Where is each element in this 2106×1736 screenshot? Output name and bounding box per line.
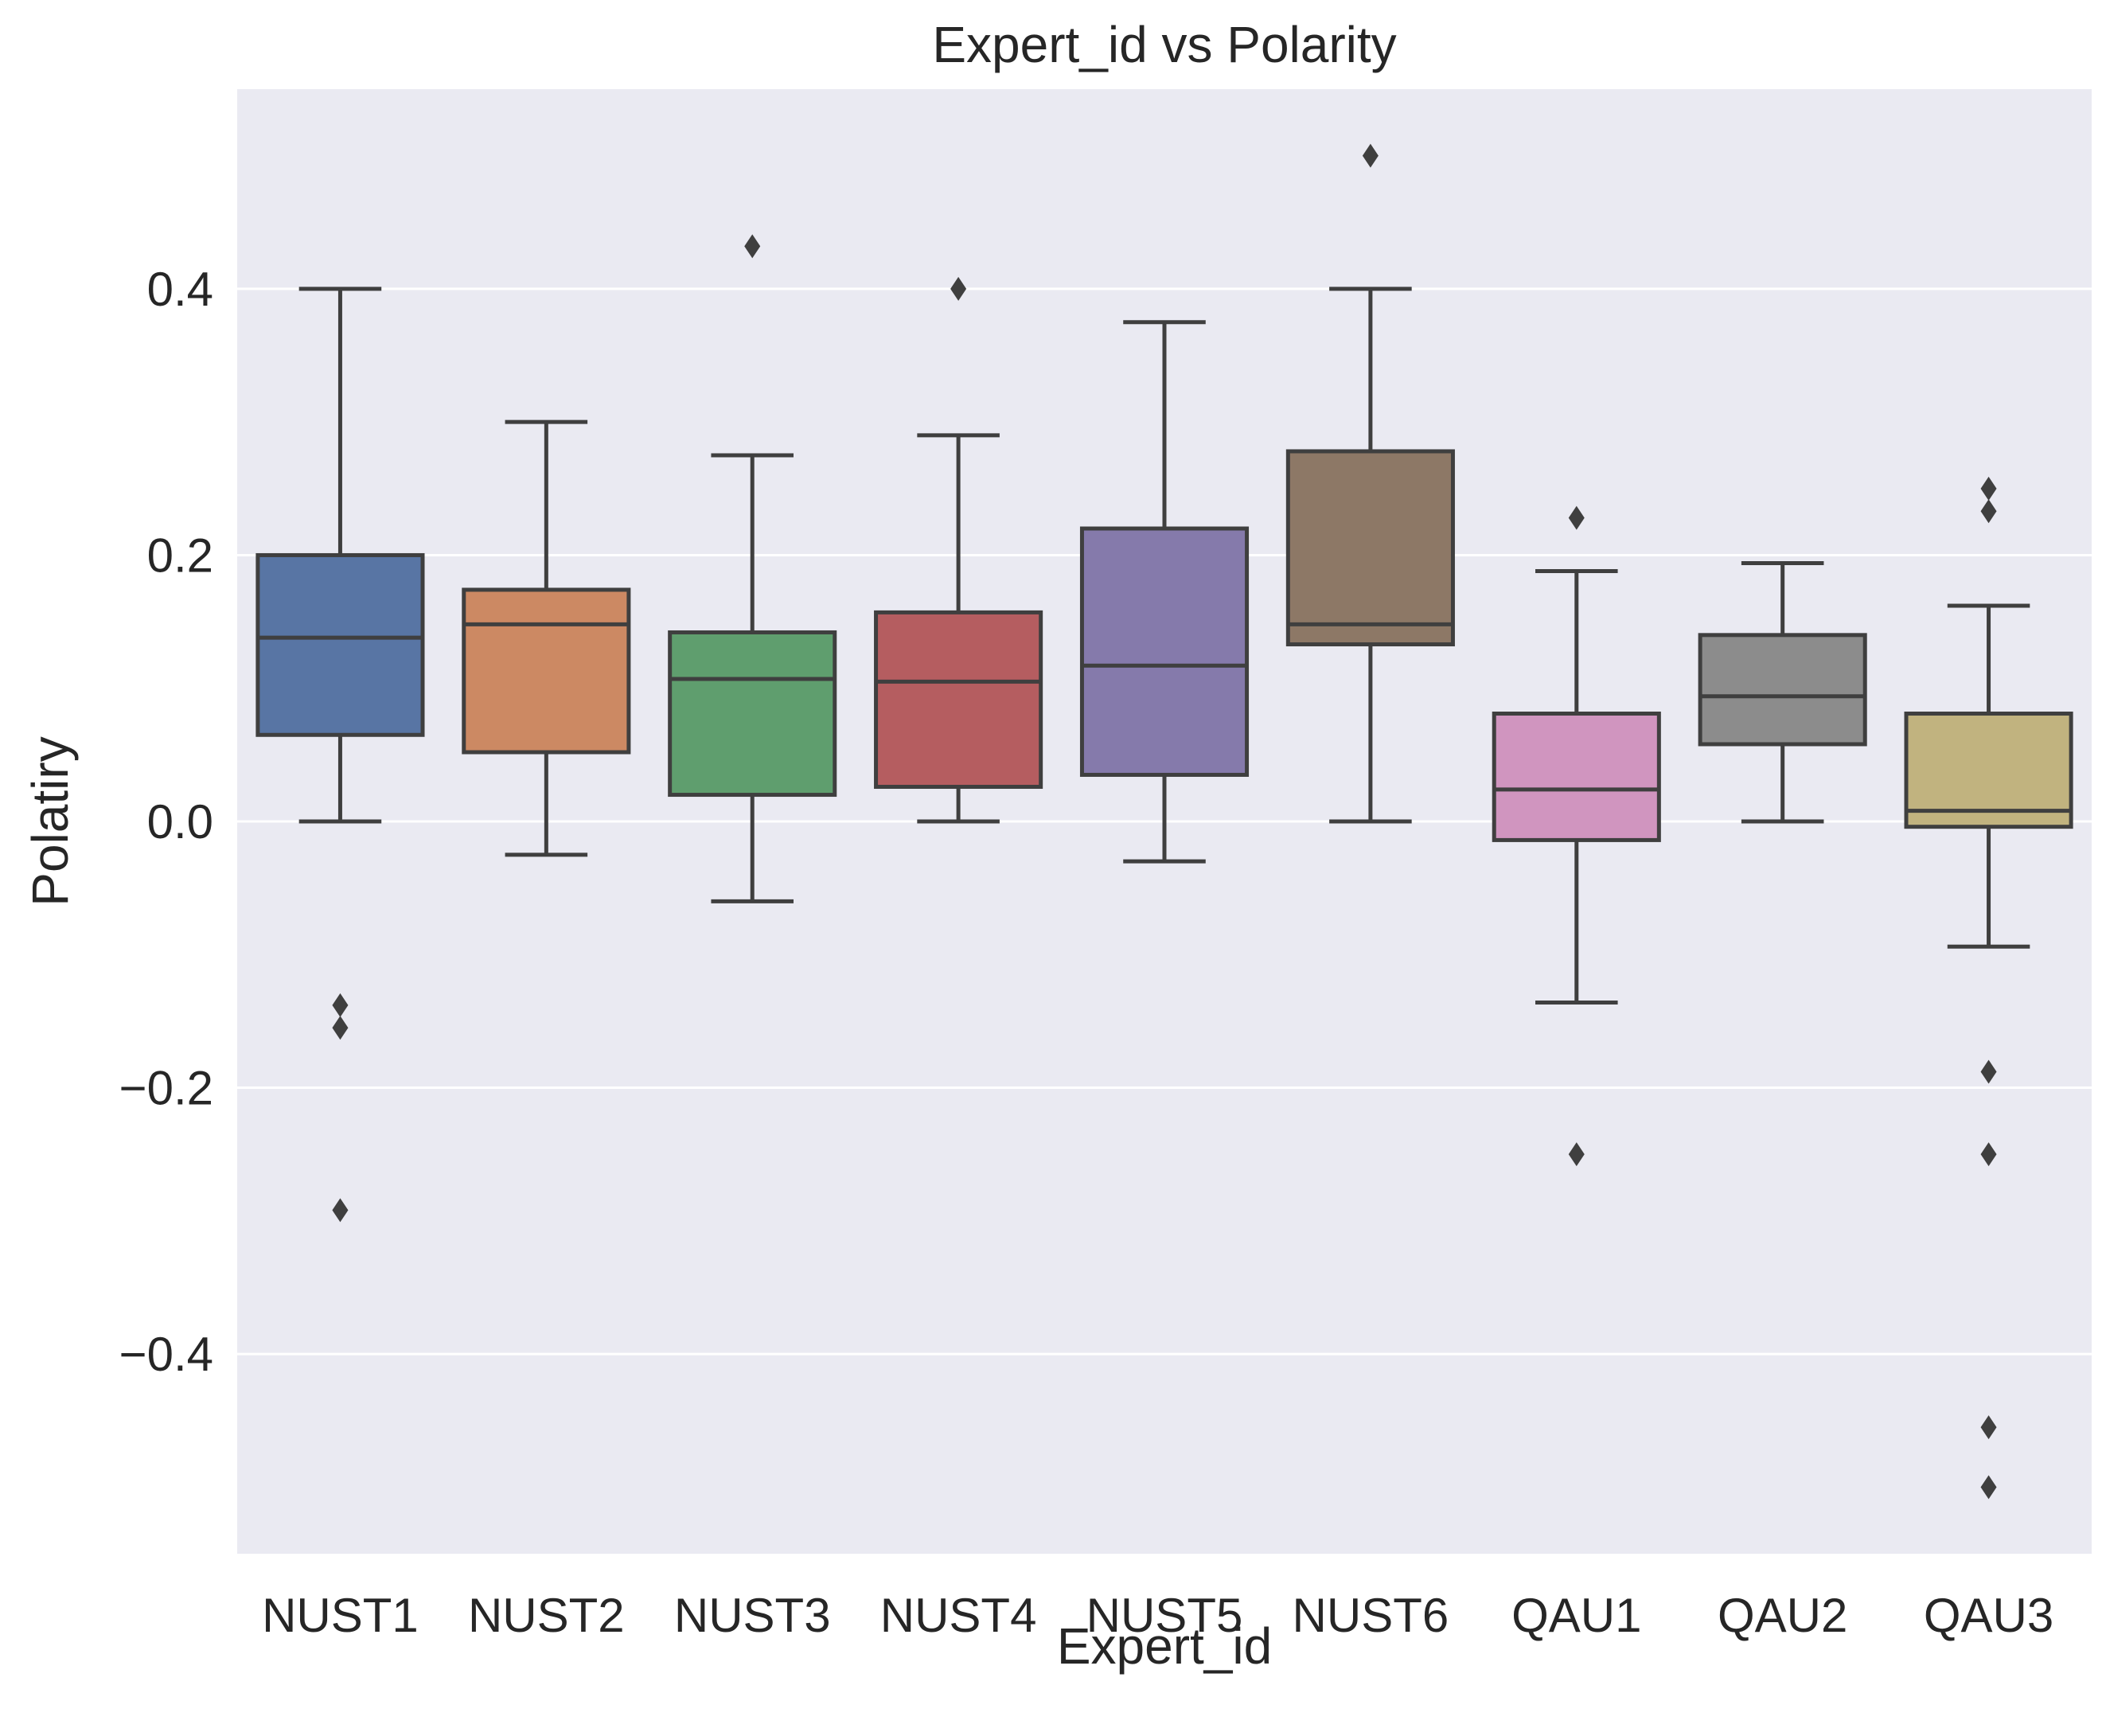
box-group	[1079, 320, 1250, 864]
x-tick-label: QAU3	[1924, 1589, 2053, 1642]
x-tick-label: QAU1	[1511, 1589, 1641, 1642]
x-tick-label: NUST6	[1293, 1589, 1449, 1642]
outlier-point	[1980, 1415, 1997, 1440]
box-iqr	[255, 552, 425, 737]
box-iqr	[1285, 449, 1455, 647]
box-group	[874, 276, 1043, 824]
y-tick-label: 0.0	[147, 795, 213, 848]
x-tick-label: NUST5	[1086, 1589, 1243, 1642]
box-group	[462, 419, 631, 857]
outlier-point	[332, 1016, 349, 1040]
y-tick-label: 0.4	[147, 263, 213, 316]
outlier-point	[332, 993, 349, 1017]
x-tick-label: QAU2	[1718, 1589, 1847, 1642]
outlier-point	[1980, 1059, 1997, 1084]
box-group	[1698, 560, 1867, 824]
box-group	[1904, 476, 2073, 1500]
x-tick-labels: NUST1 NUST2 NUST3 NUST4 NUST5 NUST6 QAU1 QAU2 QA…	[262, 1589, 2053, 1642]
y-tick-label: 0.2	[147, 529, 213, 582]
box-iqr	[1079, 526, 1250, 777]
box-iqr	[1698, 633, 1867, 747]
outlier-point	[1980, 1142, 1997, 1167]
box-group	[1285, 143, 1455, 824]
box-group	[255, 287, 425, 1223]
box-iqr	[1904, 712, 2073, 829]
x-tick-label: NUST3	[674, 1589, 831, 1642]
outlier-point	[1980, 476, 1997, 501]
outlier-point	[332, 1198, 349, 1223]
outlier-point	[1568, 1142, 1585, 1167]
box-iqr	[1492, 712, 1661, 842]
y-tick-label: −0.2	[119, 1062, 213, 1115]
outlier-point	[744, 234, 761, 259]
x-tick-label: NUST4	[880, 1589, 1037, 1642]
y-tick-labels: −0.4 −0.2 0.0 0.2 0.4	[119, 263, 213, 1381]
outlier-point	[1980, 499, 1997, 524]
outlier-point	[950, 276, 967, 301]
x-tick-label: NUST1	[262, 1589, 419, 1642]
y-tick-label: −0.4	[119, 1328, 213, 1381]
outlier-point	[1568, 505, 1585, 530]
box-series	[255, 143, 2073, 1500]
box-iqr	[668, 630, 837, 798]
x-tick-label: NUST2	[468, 1589, 625, 1642]
y-axis-label: Polatiry	[21, 736, 79, 906]
chart-title: Expert_id vs Polarity	[932, 16, 1396, 73]
box-group	[1492, 505, 1661, 1167]
box-group	[668, 234, 837, 903]
outlier-point	[1362, 143, 1379, 168]
box-iqr	[462, 587, 631, 755]
outlier-point	[1980, 1475, 1997, 1500]
x-axis-label: Expert_id	[1057, 1617, 1272, 1675]
box-iqr	[874, 610, 1043, 790]
